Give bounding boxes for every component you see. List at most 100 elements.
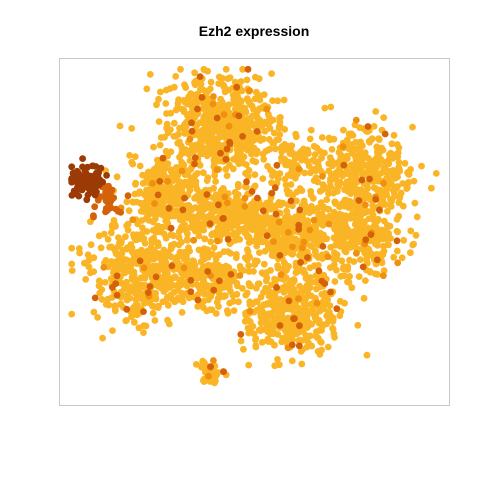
scatter-point [397,189,405,197]
scatter-point [68,267,76,274]
scatter-point [243,76,251,84]
plot-frame [59,58,450,406]
scatter-point [246,116,253,124]
scatter-point [195,78,203,85]
scatter-point [223,172,231,180]
scatter-point [262,277,270,285]
scatter-point [239,285,246,292]
scatter-point [357,256,364,263]
scatter-point [259,226,267,234]
scatter-point [349,132,357,139]
scatter-point [102,301,110,308]
scatter-point [193,192,201,200]
scatter-point [102,208,109,216]
scatter-point [291,315,298,322]
scatter-point [274,97,282,105]
scatter-point [222,292,229,300]
scatter-point [318,210,326,218]
scatter-point [329,162,336,170]
scatter-point [241,194,249,202]
scatter-point [169,241,177,249]
scatter-point [180,106,188,114]
scatter-point [300,238,308,246]
scatter-point [128,124,136,132]
scatter-point [146,283,154,290]
scatter-point [378,144,385,152]
scatter-point [247,207,255,215]
scatter-point [295,165,303,173]
scatter-point [270,238,277,246]
scatter-point [341,243,348,251]
scatter-point [156,88,164,96]
scatter-point [341,299,348,307]
scatter-point [213,166,221,174]
scatter-point [273,284,280,291]
scatter-point [220,83,228,91]
scatter-point [259,218,267,226]
scatter-point [331,226,339,233]
scatter-point [388,140,396,148]
scatter-point [232,254,240,262]
scatter-point [192,217,199,225]
scatter-point [104,236,112,243]
scatter-point [150,248,158,256]
scatter-point [374,160,382,168]
scatter-point [281,175,289,183]
scatter-point [227,249,234,257]
scatter-point [255,326,263,334]
scatter-point [183,235,191,243]
scatter-point [270,341,278,349]
scatter-point [361,149,369,157]
scatter-point [324,253,332,261]
scatter-point [94,196,102,204]
scatter-point [297,259,304,266]
scatter-point [327,288,334,296]
scatter-point [140,272,148,280]
scatter-point [210,286,218,294]
scatter-point [90,182,98,189]
scatter-point [222,225,230,233]
scatter-point [95,232,103,240]
scatter-point [287,181,295,188]
scatter-point [411,199,419,207]
scatter-point [90,212,97,220]
scatter-point [209,100,217,108]
scatter-point [213,271,221,279]
scatter-point [124,192,132,200]
scatter-point [90,254,98,262]
scatter-point [312,174,320,182]
scatter-point [185,294,193,302]
scatter-point [143,85,151,93]
scatter-point [295,337,303,345]
scatter-point [306,135,314,143]
scatter-point [125,207,133,215]
scatter-point [220,368,228,376]
scatter-point [260,155,268,163]
scatter-point [160,171,168,179]
scatter-point [330,189,337,197]
scatter-point [343,266,350,273]
scatter-point [193,186,201,193]
scatter-point [235,119,243,127]
scatter-point [374,271,381,278]
scatter-point [280,224,287,232]
scatter-point [188,148,196,156]
scatter-point [206,378,214,385]
scatter-point [84,191,92,199]
scatter-point [390,131,398,139]
scatter-point [220,215,227,222]
scatter-point [254,194,261,202]
scatter-point [341,202,349,210]
scatter-point [122,233,129,241]
scatter-point [207,78,215,86]
scatter-point [337,225,344,233]
scatter-point [171,200,179,207]
scatter-point [304,158,312,166]
scatter-point [317,199,325,207]
scatter-point [351,241,359,249]
scatter-point [162,190,170,198]
scatter-point [330,135,338,143]
scatter-point [388,197,395,205]
scatter-point [289,192,297,200]
scatter-point [253,228,261,236]
